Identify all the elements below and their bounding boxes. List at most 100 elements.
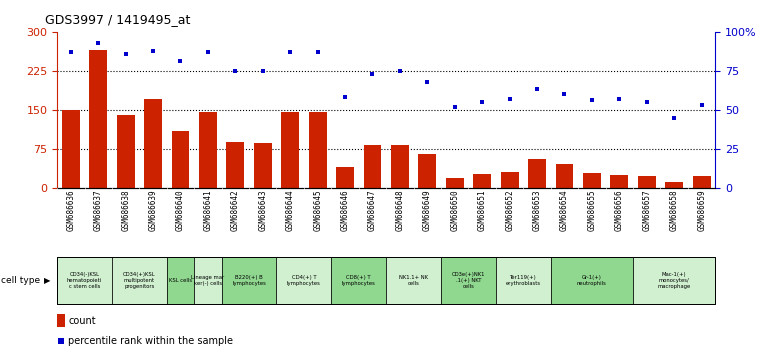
- Point: [366, 71, 378, 77]
- Point: [504, 96, 516, 102]
- Bar: [227, 142, 244, 188]
- Bar: [199, 112, 217, 188]
- Bar: [610, 175, 629, 188]
- Bar: [331, 257, 386, 304]
- Point: [476, 99, 489, 105]
- Bar: [57, 314, 65, 327]
- Bar: [112, 257, 167, 304]
- Text: GSM686650: GSM686650: [451, 190, 460, 231]
- Text: CD4(+) T
lymphocytes: CD4(+) T lymphocytes: [287, 275, 321, 286]
- Bar: [446, 178, 463, 188]
- Bar: [171, 131, 189, 188]
- Text: GSM686655: GSM686655: [587, 190, 597, 231]
- Point: [256, 68, 269, 74]
- Text: CD3e(+)NK1
.1(+) NKT
cells: CD3e(+)NK1 .1(+) NKT cells: [452, 272, 486, 289]
- Bar: [167, 257, 194, 304]
- Point: [284, 49, 296, 55]
- Point: [586, 98, 598, 103]
- Point: [641, 99, 653, 105]
- Bar: [693, 176, 711, 188]
- Text: CD8(+) T
lymphocytes: CD8(+) T lymphocytes: [342, 275, 376, 286]
- Point: [147, 48, 159, 53]
- Bar: [254, 143, 272, 188]
- Text: GSM686637: GSM686637: [94, 190, 103, 231]
- Text: ▶: ▶: [44, 276, 51, 285]
- Text: Ter119(+)
erythroblasts: Ter119(+) erythroblasts: [506, 275, 541, 286]
- Bar: [473, 173, 491, 188]
- Point: [339, 95, 351, 100]
- Text: GSM686646: GSM686646: [341, 190, 349, 231]
- Bar: [551, 257, 633, 304]
- Point: [65, 49, 77, 55]
- Bar: [441, 257, 496, 304]
- Text: GDS3997 / 1419495_at: GDS3997 / 1419495_at: [45, 13, 190, 25]
- Point: [559, 91, 571, 97]
- Point: [613, 96, 626, 102]
- Bar: [391, 145, 409, 188]
- Bar: [309, 112, 326, 188]
- Text: Gr-1(+)
neutrophils: Gr-1(+) neutrophils: [577, 275, 607, 286]
- Bar: [364, 145, 381, 188]
- Text: GSM686647: GSM686647: [368, 190, 377, 231]
- Point: [229, 68, 241, 74]
- Text: GSM686636: GSM686636: [66, 190, 75, 231]
- Text: GSM686654: GSM686654: [560, 190, 569, 231]
- Point: [696, 102, 708, 108]
- Bar: [282, 112, 299, 188]
- Text: GSM686648: GSM686648: [396, 190, 404, 231]
- Text: CD34(-)KSL
hematopoieti
c stem cells: CD34(-)KSL hematopoieti c stem cells: [67, 272, 102, 289]
- Text: count: count: [68, 316, 96, 326]
- Point: [531, 87, 543, 92]
- Text: KSL cells: KSL cells: [169, 278, 192, 283]
- Point: [311, 49, 323, 55]
- Text: GSM686640: GSM686640: [176, 190, 185, 231]
- Bar: [57, 257, 112, 304]
- Bar: [583, 173, 601, 188]
- Text: GSM686652: GSM686652: [505, 190, 514, 231]
- Text: GSM686645: GSM686645: [313, 190, 322, 231]
- Text: GSM686639: GSM686639: [148, 190, 158, 231]
- Text: percentile rank within the sample: percentile rank within the sample: [68, 336, 234, 346]
- Text: cell type: cell type: [1, 276, 40, 285]
- Point: [119, 51, 132, 57]
- Bar: [62, 110, 80, 188]
- Text: GSM686656: GSM686656: [615, 190, 624, 231]
- Bar: [336, 167, 354, 188]
- Text: NK1.1+ NK
cells: NK1.1+ NK cells: [399, 275, 428, 286]
- Text: B220(+) B
lymphocytes: B220(+) B lymphocytes: [232, 275, 266, 286]
- Point: [394, 68, 406, 74]
- Bar: [221, 257, 276, 304]
- Bar: [638, 176, 656, 188]
- Bar: [501, 172, 518, 188]
- Text: GSM686651: GSM686651: [478, 190, 487, 231]
- Point: [92, 40, 104, 46]
- Bar: [144, 99, 162, 188]
- Point: [668, 115, 680, 120]
- Bar: [528, 159, 546, 188]
- Text: GSM686657: GSM686657: [642, 190, 651, 231]
- Point: [449, 104, 461, 109]
- Text: GSM686642: GSM686642: [231, 190, 240, 231]
- Bar: [276, 257, 331, 304]
- Point: [55, 338, 67, 344]
- Text: GSM686643: GSM686643: [258, 190, 267, 231]
- Text: Mac-1(+)
monocytes/
macrophage: Mac-1(+) monocytes/ macrophage: [658, 272, 691, 289]
- Bar: [386, 257, 441, 304]
- Bar: [556, 164, 573, 188]
- Bar: [194, 257, 221, 304]
- Text: GSM686638: GSM686638: [121, 190, 130, 231]
- Point: [422, 79, 434, 85]
- Bar: [496, 257, 551, 304]
- Bar: [89, 50, 107, 188]
- Bar: [665, 182, 683, 188]
- Text: GSM686649: GSM686649: [423, 190, 431, 231]
- Text: GSM686653: GSM686653: [533, 190, 542, 231]
- Text: GSM686658: GSM686658: [670, 190, 679, 231]
- Text: GSM686644: GSM686644: [285, 190, 295, 231]
- Bar: [633, 257, 715, 304]
- Text: GSM686641: GSM686641: [203, 190, 212, 231]
- Point: [174, 59, 186, 64]
- Bar: [419, 154, 436, 188]
- Point: [202, 49, 214, 55]
- Text: GSM686659: GSM686659: [697, 190, 706, 231]
